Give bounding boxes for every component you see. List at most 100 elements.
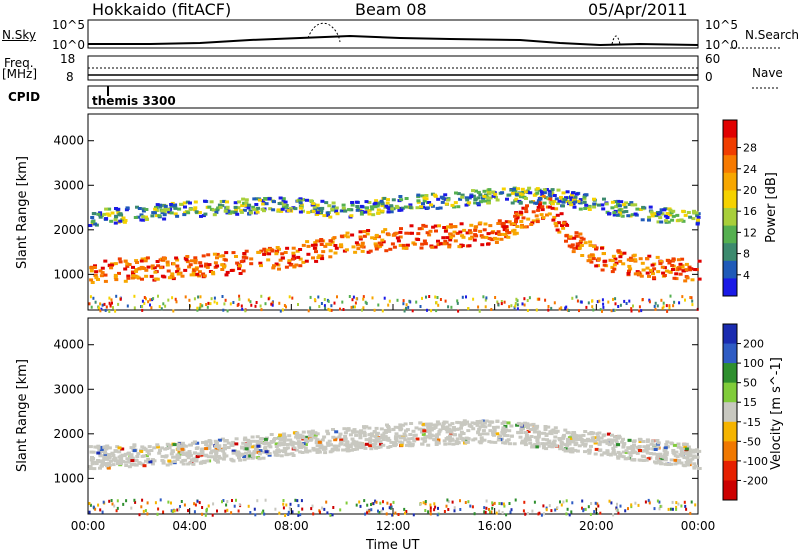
scatter-cell — [288, 442, 293, 446]
colorbar-frame — [722, 323, 738, 501]
scatter-cell — [90, 220, 95, 224]
scatter-cell — [183, 205, 187, 209]
scatter-cell — [180, 441, 185, 445]
clutter-cell — [634, 501, 637, 505]
scatter-cell — [570, 447, 575, 451]
scatter-cell — [543, 442, 547, 446]
clutter-cell — [424, 500, 427, 503]
scatter-cell — [361, 445, 366, 449]
scatter-cell — [527, 437, 531, 441]
scatter-cell — [98, 466, 102, 470]
scatter-cell — [136, 452, 141, 456]
scatter-cell — [660, 212, 665, 216]
scatter-cell — [207, 205, 212, 209]
scatter-cell — [388, 247, 393, 251]
clutter-cell — [156, 512, 159, 516]
scatter-cell — [328, 239, 333, 243]
scatter-cell — [582, 197, 587, 201]
clutter-cell — [509, 510, 512, 514]
clutter-cell — [402, 302, 405, 306]
clutter-cell — [653, 507, 656, 511]
scatter-cell — [281, 199, 286, 203]
clutter-cell — [331, 513, 334, 517]
scatter-cell — [333, 438, 338, 442]
clutter-cell — [582, 508, 585, 512]
clutter-cell — [602, 302, 605, 306]
scatter-cell — [384, 204, 389, 208]
clutter-cell — [170, 501, 172, 505]
scatter-cell — [502, 225, 507, 229]
scatter-cell — [313, 431, 318, 435]
scatter-cell — [314, 259, 319, 263]
scatter-cell — [108, 459, 113, 463]
scatter-cell — [165, 260, 170, 264]
clutter-cell — [632, 304, 634, 308]
scatter-cell — [610, 206, 615, 210]
clutter-cell — [201, 512, 204, 516]
scatter-cell — [276, 208, 281, 212]
scatter-cell — [540, 208, 545, 212]
scatter-cell — [391, 198, 396, 202]
scatter-cell — [140, 257, 145, 261]
clutter-cell — [109, 303, 112, 307]
clutter-cell — [597, 504, 600, 508]
colorbar-tick-label: 20 — [743, 184, 757, 197]
scatter-cell — [359, 204, 364, 208]
scatter-cell — [409, 224, 414, 228]
scatter-cell — [122, 220, 127, 224]
scatter-cell — [414, 426, 419, 430]
scatter-cell — [343, 437, 348, 441]
clutter-cell — [319, 510, 321, 514]
scatter-cell — [107, 264, 112, 268]
scatter-cell — [579, 236, 584, 240]
scatter-cell — [572, 205, 577, 209]
scatter-cell — [502, 427, 507, 431]
scatter-cell — [602, 440, 607, 444]
clutter-cell — [405, 303, 408, 307]
scatter-cell — [516, 187, 520, 191]
clutter-cell — [235, 498, 237, 502]
clutter-cell — [459, 499, 461, 503]
clutter-cell — [397, 513, 400, 516]
scatter-cell — [398, 428, 403, 432]
scatter-cell — [690, 457, 695, 461]
scatter-cell — [612, 213, 617, 217]
clutter-cell — [689, 511, 692, 515]
scatter-cell — [641, 459, 646, 462]
scatter-cell — [204, 262, 209, 266]
clutter-cell — [323, 298, 326, 301]
scatter-cell — [546, 425, 551, 429]
scatter-cell — [542, 191, 547, 195]
scatter-cell — [467, 244, 472, 248]
scatter-cell — [121, 216, 126, 220]
scatter-cell — [358, 237, 363, 241]
scatter-cell — [288, 438, 293, 442]
clutter-cell — [538, 511, 541, 515]
scatter-cell — [373, 201, 378, 205]
scatter-cell — [541, 194, 546, 198]
clutter-cell — [590, 502, 593, 505]
scatter-cell — [427, 429, 432, 433]
scatter-cell — [114, 449, 118, 453]
scatter-cell — [370, 432, 374, 436]
scatter-cell — [550, 445, 555, 449]
clutter-cell — [226, 309, 229, 313]
clutter-cell — [256, 499, 259, 503]
clutter-cell — [437, 506, 439, 510]
scatter-cell — [480, 423, 485, 427]
scatter-cell — [505, 231, 510, 235]
scatter-cell — [464, 440, 469, 444]
scatter-cell — [257, 457, 262, 461]
scatter-cell — [88, 467, 93, 470]
clutter-cell — [291, 296, 294, 300]
scatter-cell — [667, 270, 672, 274]
scatter-cell — [645, 257, 650, 261]
scatter-cell — [682, 464, 687, 468]
scatter-cell — [231, 440, 236, 444]
scatter-cell — [433, 425, 438, 429]
scatter-cell — [615, 213, 620, 217]
scatter-cell — [436, 438, 441, 442]
scatter-cell — [608, 258, 613, 262]
scatter-cell — [313, 243, 318, 247]
clutter-cell — [554, 508, 557, 512]
